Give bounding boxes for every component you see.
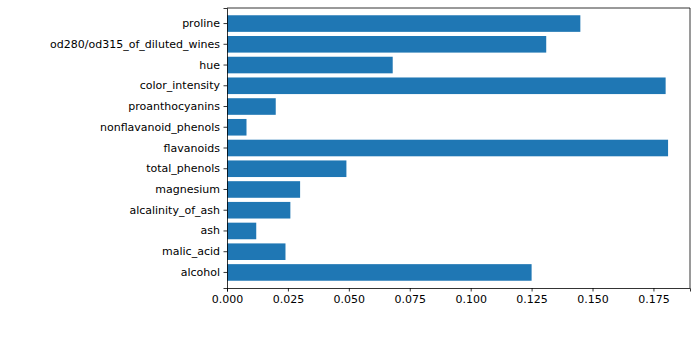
bar bbox=[227, 140, 668, 157]
y-axis-line bbox=[224, 9, 228, 289]
x-tick: 0.150 bbox=[577, 288, 609, 306]
frame-right bbox=[690, 8, 691, 288]
y-tick-mark bbox=[224, 106, 228, 107]
y-tick-mark bbox=[224, 127, 228, 128]
y-tick: hue bbox=[199, 59, 227, 72]
y-tick-mark bbox=[224, 23, 228, 24]
y-tick-mark bbox=[224, 230, 228, 231]
y-tick: alcohol bbox=[181, 266, 227, 279]
x-tick-label: 0.175 bbox=[638, 293, 670, 306]
x-tick: 0.175 bbox=[638, 288, 670, 306]
x-tick-mark bbox=[593, 288, 594, 292]
y-tick: magnesium bbox=[155, 183, 227, 196]
y-tick-label: total_phenols bbox=[146, 162, 220, 175]
x-tick-label: 0.075 bbox=[395, 293, 427, 306]
x-axis-line bbox=[228, 289, 691, 292]
bar bbox=[227, 202, 290, 219]
y-tick-mark bbox=[224, 65, 228, 66]
y-tick-mark bbox=[224, 189, 228, 190]
bar bbox=[227, 243, 285, 260]
y-tick-label: flavanoids bbox=[164, 142, 221, 155]
y-tick: proline bbox=[182, 17, 227, 30]
x-tick-label: 0.100 bbox=[455, 293, 487, 306]
x-tick-mark bbox=[471, 288, 472, 292]
x-axis: 0.000 0.025 0.050 0.075 0.100 0.125 0.150 0.175 bbox=[212, 288, 691, 306]
y-tick-mark bbox=[224, 85, 228, 86]
x-tick-label: 0.125 bbox=[516, 293, 548, 306]
bars bbox=[227, 15, 668, 280]
y-tick-label: alcalinity_of_ash bbox=[129, 204, 220, 217]
y-tick-label: magnesium bbox=[155, 183, 220, 196]
bar bbox=[227, 223, 256, 240]
x-tick: 0.125 bbox=[516, 288, 548, 306]
y-tick-label: nonflavanoid_phenols bbox=[100, 121, 220, 134]
y-tick: flavanoids bbox=[164, 142, 227, 155]
x-tick-label: 0.025 bbox=[273, 293, 305, 306]
y-tick-mark bbox=[224, 168, 228, 169]
y-tick: alcalinity_of_ash bbox=[129, 204, 227, 217]
y-tick-label: ash bbox=[201, 224, 220, 237]
x-tick-label: 0.050 bbox=[334, 293, 366, 306]
y-tick-label: malic_acid bbox=[162, 245, 220, 258]
bar bbox=[227, 181, 300, 198]
x-tick: 0.075 bbox=[395, 288, 427, 306]
x-tick: 0.050 bbox=[334, 288, 366, 306]
y-tick: ash bbox=[201, 224, 227, 237]
x-tick: 0.000 bbox=[212, 288, 244, 306]
bar bbox=[227, 77, 666, 94]
x-tick: 0.100 bbox=[455, 288, 487, 306]
bar bbox=[227, 98, 276, 115]
x-tick-mark bbox=[532, 288, 533, 292]
y-tick-label: alcohol bbox=[181, 266, 220, 279]
y-tick-label: hue bbox=[199, 59, 220, 72]
y-tick: nonflavanoid_phenols bbox=[100, 121, 227, 134]
frame-top bbox=[227, 8, 690, 9]
y-tick-label: od280/od315_of_diluted_wines bbox=[50, 38, 220, 51]
y-tick-label: proline bbox=[182, 17, 220, 30]
y-tick-mark bbox=[224, 210, 228, 211]
x-tick-mark bbox=[410, 288, 411, 292]
y-tick-mark bbox=[224, 272, 228, 273]
bar bbox=[227, 264, 532, 281]
y-tick: malic_acid bbox=[162, 245, 227, 258]
y-tick-mark bbox=[224, 251, 228, 252]
y-axis: alcohol malic_acid ash alcalinity_of_ash mag… bbox=[50, 9, 227, 289]
x-tick-mark bbox=[288, 288, 289, 292]
y-tick-mark bbox=[224, 148, 228, 149]
bar bbox=[227, 57, 393, 74]
y-tick: total_phenols bbox=[146, 162, 227, 175]
x-tick-mark bbox=[653, 288, 654, 292]
y-tick: proanthocyanins bbox=[128, 100, 227, 113]
x-tick-label: 0.150 bbox=[577, 293, 609, 306]
chart: 0.000 0.025 0.050 0.075 0.100 0.125 0.150 0.175… bbox=[0, 0, 697, 337]
bar bbox=[227, 15, 580, 32]
x-tick-mark bbox=[349, 288, 350, 292]
bar bbox=[227, 160, 346, 177]
y-tick: od280/od315_of_diluted_wines bbox=[50, 38, 227, 51]
x-tick-label: 0.000 bbox=[212, 293, 244, 306]
plot: 0.000 0.025 0.050 0.075 0.100 0.125 0.150 0.175… bbox=[50, 8, 690, 306]
bar bbox=[227, 36, 546, 53]
x-tick: 0.025 bbox=[273, 288, 305, 306]
y-tick-label: proanthocyanins bbox=[128, 100, 220, 113]
y-tick-mark bbox=[224, 44, 228, 45]
y-tick-label: color_intensity bbox=[140, 79, 221, 92]
y-tick: color_intensity bbox=[140, 79, 227, 92]
bar bbox=[227, 119, 246, 136]
